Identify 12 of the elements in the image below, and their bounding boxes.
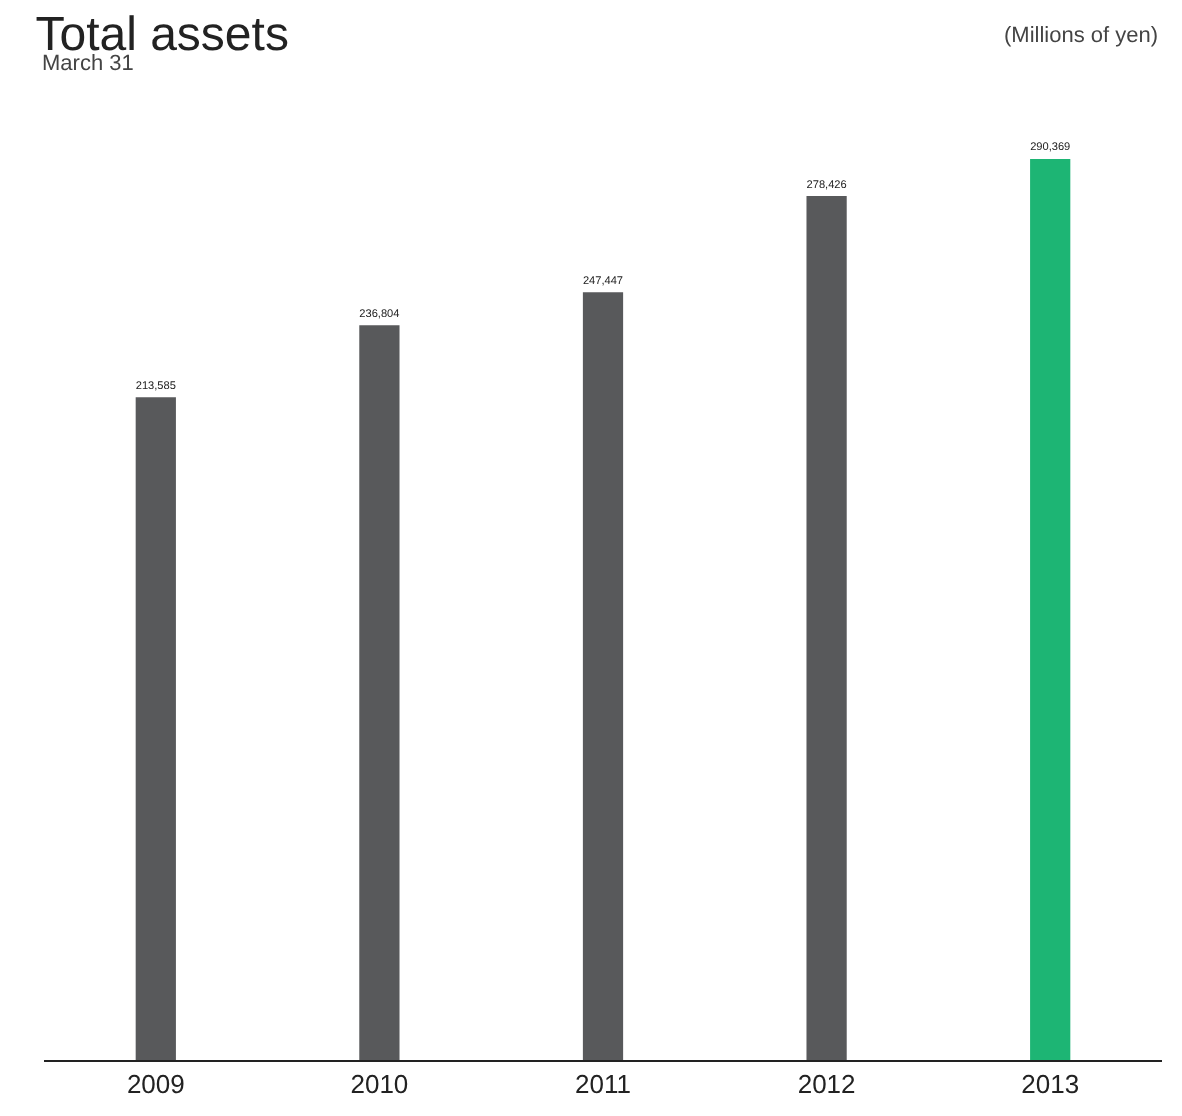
chart-subtitle: March 31 [42,52,134,76]
bar [582,292,624,1060]
x-tick-label: 2009 [126,1069,185,1100]
x-tick-label: 2011 [575,1069,631,1100]
bar [806,196,847,1060]
text: (Millions of yen) [1004,24,1159,48]
x-tick-label: 2010 [350,1069,409,1100]
bar [1030,159,1071,1060]
bar [135,397,176,1060]
bar [359,325,400,1060]
x-tick-label: 2013 [1021,1069,1080,1100]
x-tick-label: 2012 [797,1069,856,1100]
